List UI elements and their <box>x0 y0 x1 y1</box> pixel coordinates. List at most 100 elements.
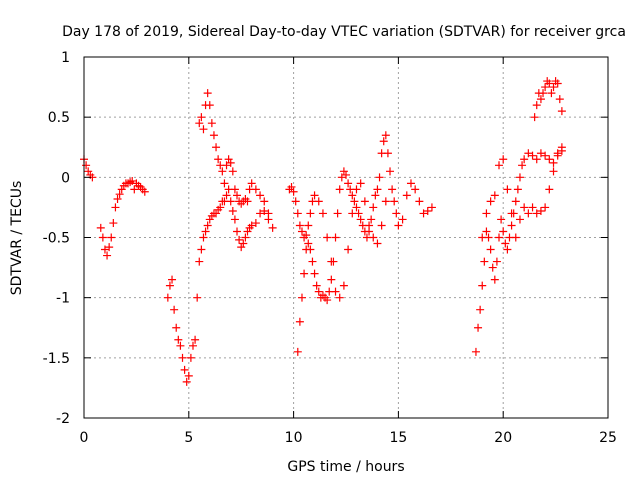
data-point <box>344 245 353 254</box>
data-point <box>222 161 231 170</box>
data-point <box>199 125 208 134</box>
data-point <box>348 191 357 200</box>
data-point <box>518 161 527 170</box>
data-point <box>191 335 200 344</box>
data-point <box>205 101 214 110</box>
series-s9 <box>530 77 566 122</box>
x-tick-label: 15 <box>389 430 407 446</box>
data-point <box>126 178 135 187</box>
data-point <box>107 233 116 242</box>
data-point <box>314 197 323 206</box>
data-point <box>528 203 537 212</box>
data-point <box>482 227 491 236</box>
data-point <box>369 233 378 242</box>
data-point <box>170 305 179 314</box>
data-point <box>117 185 126 194</box>
data-point <box>507 221 516 230</box>
data-point <box>394 221 403 230</box>
data-point <box>318 209 327 218</box>
data-point <box>406 179 415 188</box>
data-point <box>228 207 237 216</box>
data-point <box>203 221 212 230</box>
data-point <box>256 209 265 218</box>
data-point <box>199 233 208 242</box>
data-point <box>209 131 218 140</box>
data-point <box>499 227 508 236</box>
data-point <box>188 341 197 350</box>
data-point <box>109 219 118 228</box>
data-point <box>373 185 382 194</box>
data-point <box>549 158 558 167</box>
data-point <box>547 89 556 98</box>
data-point <box>84 167 93 176</box>
data-point <box>256 191 265 200</box>
data-point <box>335 185 344 194</box>
data-point <box>348 209 357 218</box>
data-point <box>511 197 520 206</box>
data-point <box>140 187 149 196</box>
data-point <box>268 223 277 232</box>
data-point <box>195 257 204 266</box>
data-point <box>423 207 432 216</box>
data-point <box>251 219 260 228</box>
data-point <box>205 215 214 224</box>
data-point <box>165 281 174 290</box>
data-point <box>545 79 554 88</box>
y-tick-label: -2 <box>56 411 70 427</box>
data-point <box>195 119 204 128</box>
data-point <box>511 233 520 242</box>
series-s2 <box>96 176 149 260</box>
x-tick-label: 25 <box>599 430 617 446</box>
data-point <box>486 197 495 206</box>
series-s4 <box>195 89 273 218</box>
data-point <box>499 155 508 164</box>
data-point <box>230 215 239 224</box>
data-point <box>373 239 382 248</box>
data-point <box>201 227 210 236</box>
data-point <box>247 179 256 188</box>
data-point <box>289 187 298 196</box>
data-point <box>306 209 315 218</box>
data-point <box>228 167 237 176</box>
data-point <box>490 191 499 200</box>
data-point <box>247 221 256 230</box>
data-point <box>488 263 497 272</box>
data-point <box>304 239 313 248</box>
data-point <box>553 79 562 88</box>
data-point <box>241 233 250 242</box>
data-point <box>222 191 231 200</box>
data-point <box>530 113 539 122</box>
data-point <box>174 335 183 344</box>
data-point <box>524 209 533 218</box>
data-point <box>365 221 374 230</box>
data-point <box>427 203 436 212</box>
data-point <box>260 207 269 216</box>
data-point <box>507 209 516 218</box>
data-point <box>532 209 541 218</box>
data-point <box>482 209 491 218</box>
data-point <box>379 137 388 146</box>
data-point <box>193 293 202 302</box>
data-point <box>503 245 512 254</box>
data-point <box>314 287 323 296</box>
data-point <box>337 173 346 182</box>
data-point <box>237 243 246 252</box>
data-point <box>216 203 225 212</box>
data-point <box>528 151 537 160</box>
series-s5 <box>285 131 436 305</box>
data-point <box>375 173 384 182</box>
data-point <box>541 203 550 212</box>
data-point <box>105 243 114 252</box>
data-point <box>220 179 229 188</box>
data-point <box>239 239 248 248</box>
data-point <box>304 221 313 230</box>
data-point <box>312 281 321 290</box>
y-tick-label: -0.5 <box>43 231 70 247</box>
data-point <box>82 161 91 170</box>
data-point <box>553 151 562 160</box>
data-point <box>197 245 206 254</box>
data-point <box>243 197 252 206</box>
data-point <box>163 293 172 302</box>
y-axis-label: SDTVAR / TECUs <box>9 181 25 296</box>
data-point <box>402 191 411 200</box>
